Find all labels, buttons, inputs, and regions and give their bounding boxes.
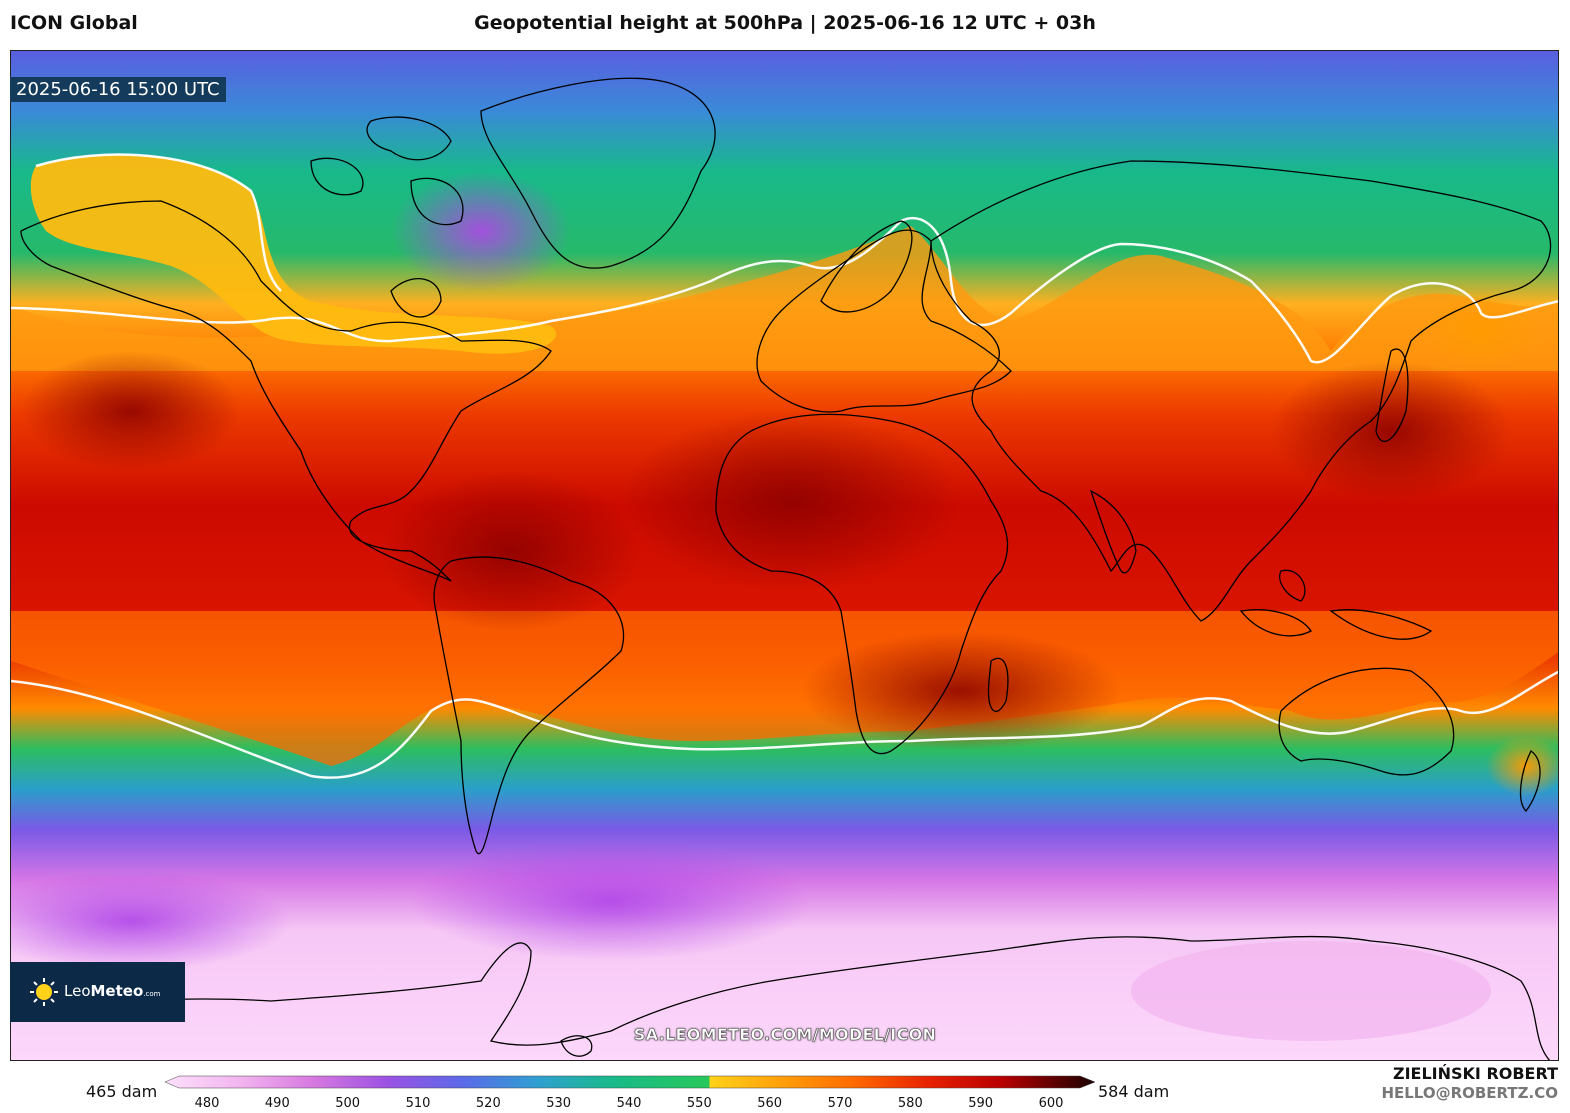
- colorbar-tick-510: 510: [405, 1096, 431, 1111]
- colorbar-tick-530: 530: [546, 1096, 572, 1111]
- author-credit: ZIELIŃSKI ROBERT: [1392, 1064, 1558, 1083]
- colorbar-tick-550: 550: [686, 1096, 712, 1111]
- nz-ridge: [1486, 736, 1558, 796]
- south-indian-high: [801, 631, 1121, 751]
- colorbar-max-label: 584 dam: [1098, 1082, 1170, 1101]
- pacific-high: [21, 351, 241, 471]
- model-name: ICON Global: [10, 12, 138, 34]
- colorbar-tick-580: 580: [897, 1096, 923, 1111]
- colorbar-min-label: 465 dam: [86, 1082, 158, 1101]
- south-america-high: [381, 471, 641, 631]
- south-ridge: [11, 611, 1558, 766]
- southern-low: [411, 841, 811, 961]
- author-email: HELLO@ROBERTZ.CO: [1381, 1084, 1558, 1102]
- sahara-high: [621, 411, 961, 591]
- colorbar-tick-560: 560: [757, 1096, 783, 1111]
- source-url: SA.LEOMETEO.COM/MODEL/ICON: [633, 1025, 937, 1045]
- south-pacific-low: [11, 871, 291, 971]
- colorbar-tick-600: 600: [1038, 1096, 1064, 1111]
- alaska-ridge: [30, 154, 557, 354]
- map-title: Geopotential height at 500hPa | 2025-06-…: [474, 12, 1096, 34]
- contour-552-north: [11, 216, 1558, 364]
- geopotential-map: [10, 50, 1559, 1061]
- west-pacific-high: [1271, 361, 1511, 501]
- colorbar-tick-480: 480: [194, 1096, 220, 1111]
- colorbar: [165, 1075, 1095, 1089]
- colorbar-tick-500: 500: [335, 1096, 361, 1111]
- colorbar-tick-540: 540: [616, 1096, 642, 1111]
- antarctic-low: [1131, 941, 1491, 1041]
- japan-ridge: [1421, 291, 1541, 371]
- contour-552-alaska: [35, 153, 282, 292]
- coastlines: [11, 77, 1552, 1060]
- colorbar-tick-570: 570: [827, 1096, 853, 1111]
- sun-icon: [30, 978, 58, 1006]
- colorbar-tick-520: 520: [475, 1096, 501, 1111]
- baffin-low: [391, 171, 571, 291]
- colorbar-tick-490: 490: [264, 1096, 290, 1111]
- valid-time-badge: 2025-06-16 15:00 UTC: [10, 77, 226, 102]
- logo-wordmark: LeoMeteo.com: [64, 982, 161, 1000]
- map-canvas: [11, 51, 1558, 1060]
- colorbar-tick-590: 590: [968, 1096, 994, 1111]
- contour-552-south: [11, 670, 1558, 779]
- leometeo-logo[interactable]: LeoMeteo.com: [10, 962, 185, 1022]
